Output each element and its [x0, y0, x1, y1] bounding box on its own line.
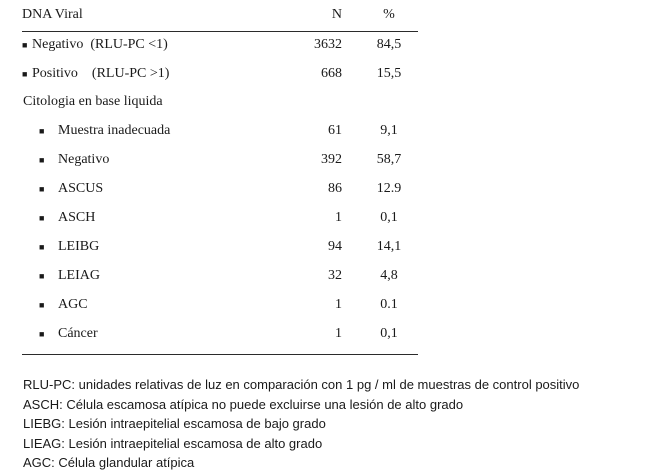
bullet-icon: ■	[39, 329, 45, 339]
bottom-rule	[22, 354, 418, 355]
row-n: 392	[321, 152, 342, 167]
row-label: ASCUS	[58, 181, 104, 196]
row-pct: 14,1	[376, 239, 402, 254]
row-pct: 9,1	[380, 123, 398, 138]
table-row: ■ LEIAG 32 4,8	[22, 266, 418, 286]
footnotes: RLU-PC: unidades relativas de luz en com…	[23, 375, 579, 473]
section-label: Citologia en base liquida	[23, 94, 163, 109]
row-n: 86	[328, 181, 342, 196]
header-n: N	[331, 7, 342, 22]
header-rule	[22, 31, 418, 32]
row-pct: 0,1	[380, 210, 398, 225]
table-row: ■ Cáncer 1 0,1	[22, 324, 418, 344]
table-row: ■ Muestra inadecuada 61 9,1	[22, 121, 418, 141]
table-row: ■ Negativo 392 58,7	[22, 150, 418, 170]
header-label: DNA Viral	[22, 7, 83, 22]
row-n: 1	[335, 297, 342, 312]
row-n: 668	[321, 66, 342, 81]
bullet-icon: ■	[39, 155, 45, 165]
row-label: ASCH	[58, 210, 96, 225]
row-label: AGC	[58, 297, 88, 312]
row-n: 1	[335, 326, 342, 341]
row-label: Positivo (RLU-PC >1)	[32, 66, 170, 81]
row-label: Cáncer	[58, 326, 98, 341]
row-label: LEIBG	[58, 239, 100, 254]
row-label: LEIAG	[58, 268, 100, 283]
footnote-liebg: LIEBG: Lesión intraepitelial escamosa de…	[23, 416, 326, 432]
footnote-lieag: LIEAG: Lesión intraepitelial escamosa de…	[23, 435, 323, 451]
table-row: ■ ASCH 1 0,1	[22, 208, 418, 228]
bullet-icon: ■	[39, 271, 45, 281]
table-header-row: DNA Viral N %	[22, 5, 418, 25]
bullet-icon: ■	[39, 184, 45, 194]
row-pct: 12.9	[376, 181, 402, 196]
row-n: 61	[328, 123, 342, 138]
table-row: ■ ASCUS 86 12.9	[22, 179, 418, 199]
table-row: ■ Positivo (RLU-PC >1) 668 15,5	[22, 64, 418, 84]
row-n: 1	[335, 210, 342, 225]
bullet-icon: ■	[39, 213, 45, 223]
bullet-icon: ■	[39, 300, 45, 310]
row-pct: 0,1	[380, 326, 398, 341]
row-pct: 58,7	[376, 152, 402, 167]
row-pct: 4,8	[380, 268, 398, 283]
bullet-icon: ■	[22, 40, 28, 50]
row-label: Muestra inadecuada	[58, 123, 171, 138]
row-pct: 15,5	[376, 66, 402, 81]
bullet-icon: ■	[39, 242, 45, 252]
footnote-asch: ASCH: Célula escamosa atípica no puede e…	[23, 396, 464, 412]
row-n: 3632	[314, 37, 342, 52]
row-n: 94	[328, 239, 342, 254]
row-pct: 84,5	[376, 37, 402, 52]
row-n: 32	[328, 268, 342, 283]
header-pct: %	[383, 7, 395, 22]
row-pct: 0.1	[380, 297, 398, 312]
bullet-icon: ■	[39, 126, 45, 136]
table-row: ■ AGC 1 0.1	[22, 295, 418, 315]
row-label: Negativo	[58, 152, 110, 167]
footnote-agc: AGC: Célula glandular atípica	[23, 455, 195, 471]
bullet-icon: ■	[22, 69, 28, 79]
footnote-rlu-pc: RLU-PC: unidades relativas de luz en com…	[23, 377, 580, 392]
table-row: ■ LEIBG 94 14,1	[22, 237, 418, 257]
row-label: Negativo (RLU-PC <1)	[32, 37, 168, 52]
table-row: ■ Negativo (RLU-PC <1) 3632 84,5	[22, 35, 418, 55]
section-label-row: Citologia en base liquida	[22, 92, 418, 112]
